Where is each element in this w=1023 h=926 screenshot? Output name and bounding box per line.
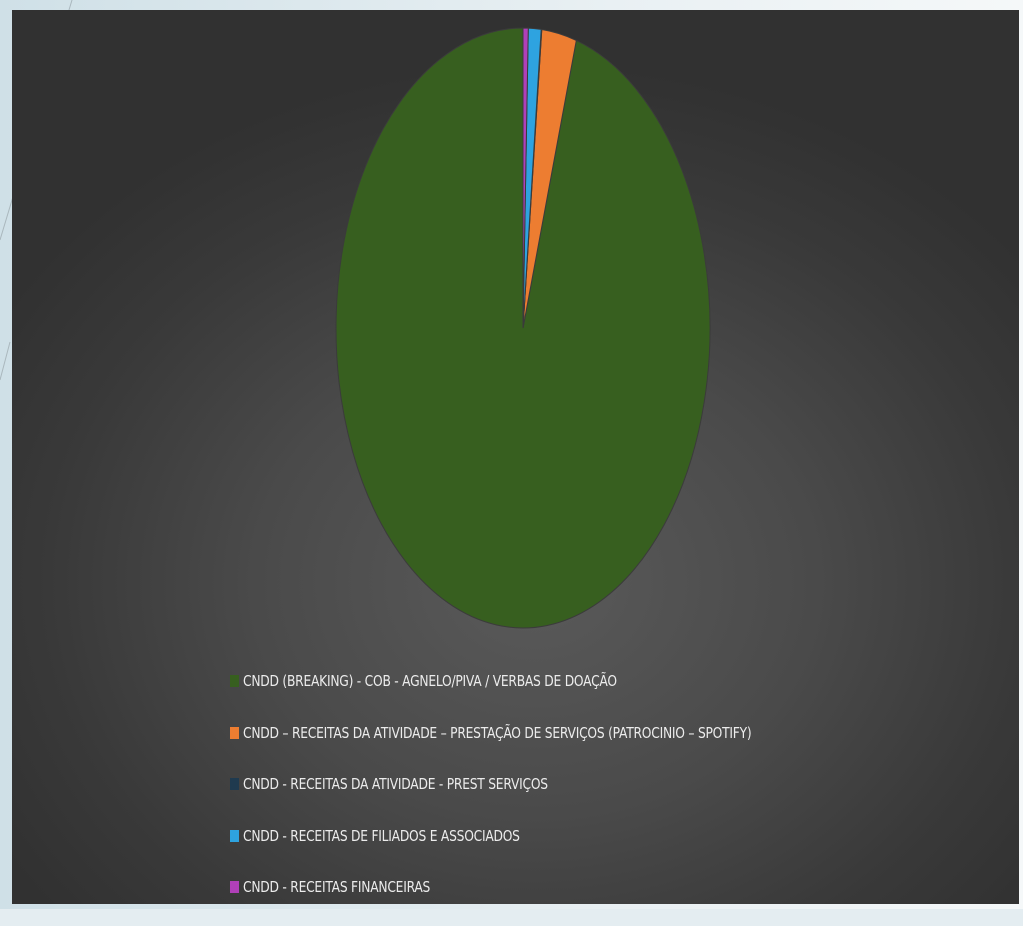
pie-slice [335,27,711,629]
legend-item: CNDD - RECEITAS FINANCEIRAS [230,874,863,900]
legend-label: CNDD – RECEITAS DA ATIVIDADE – PRESTAÇÃO… [243,723,752,742]
legend-item: CNDD - RECEITAS DA ATIVIDADE - PREST SER… [230,771,863,797]
legend-swatch [230,726,239,739]
legend-swatch [230,881,239,893]
legend-label: CNDD - RECEITAS FINANCEIRAS [243,878,431,896]
legend-label: CNDD (BREAKING) - COB - AGNELO/PIVA / VE… [243,672,617,690]
legend-item: CNDD – RECEITAS DA ATIVIDADE – PRESTAÇÃO… [230,720,863,746]
legend-swatch [230,675,239,687]
legend-swatch [230,829,239,842]
legend-label: CNDD - RECEITAS DE FILIADOS E ASSOCIADOS [243,826,520,845]
pie-chart [335,27,711,629]
pie-slice [522,27,529,329]
legend-swatch [230,778,239,790]
legend: CNDD (BREAKING) - COB - AGNELO/PIVA / VE… [230,668,863,926]
decorative-line [0,341,11,381]
legend-item: CNDD (BREAKING) - COB - AGNELO/PIVA / VE… [230,668,863,694]
legend-label: CNDD - RECEITAS DA ATIVIDADE - PREST SER… [243,775,548,793]
legend-item: CNDD - RECEITAS DE FILIADOS E ASSOCIADOS [230,823,863,849]
chart-panel: CNDD (BREAKING) - COB - AGNELO/PIVA / VE… [12,10,1019,904]
